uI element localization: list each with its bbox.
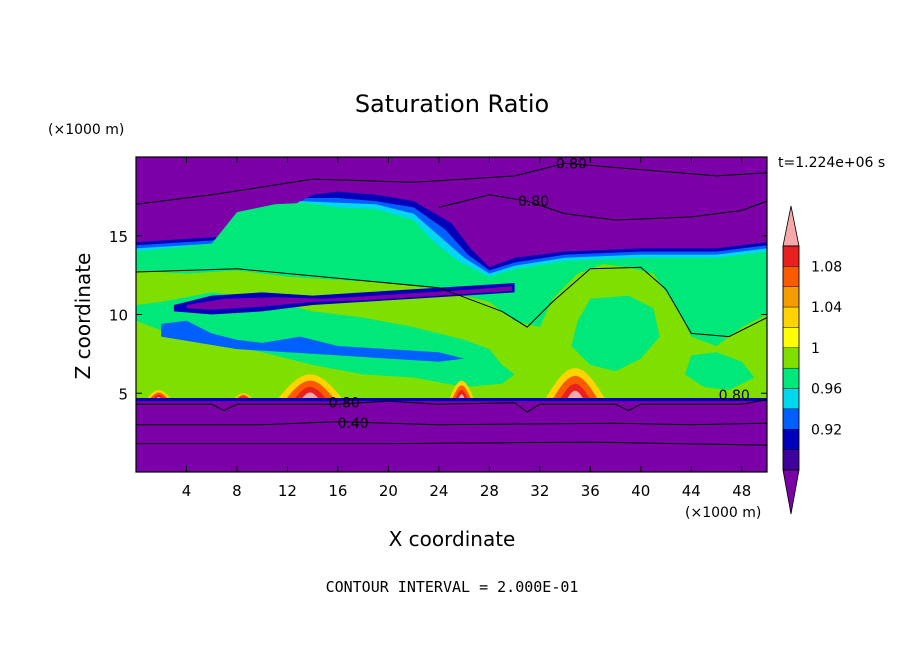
contour-line (136, 266, 767, 338)
colorbar-cell (782, 245, 800, 267)
colorbar-cell (782, 327, 800, 349)
surface-edge (136, 398, 767, 402)
y-tick-label: 5 (118, 385, 128, 403)
contour-label: 0.80 (719, 388, 750, 404)
x-tick-label: 28 (480, 482, 499, 500)
colorbar-cell (782, 449, 800, 471)
y-tick-label: 10 (109, 307, 128, 325)
blue-streak (161, 320, 465, 362)
green-pocket (571, 295, 660, 372)
x-tick-label: 8 (232, 482, 242, 500)
colorbar-label: 0.92 (811, 422, 842, 438)
colorbar-cell (782, 408, 800, 430)
colorbar-bottom-arrow (782, 469, 800, 515)
colorbar-label: 0.96 (811, 382, 842, 398)
contour-label: 0.40 (337, 416, 368, 432)
contour-line (136, 162, 767, 205)
colorbar-label: 1 (811, 341, 820, 357)
contour-interval-label: CONTOUR INTERVAL = 2.000E-01 (326, 578, 579, 596)
x-unit-label: (×1000 m) (685, 505, 761, 521)
colorbar-cell (782, 266, 800, 287)
warm-dome (301, 392, 320, 400)
dry-tongue (186, 286, 513, 310)
chart-title: Saturation Ratio (355, 90, 549, 118)
colorbar-top-arrow (782, 205, 800, 247)
x-tick-label: 44 (682, 482, 701, 500)
contour-label: 0.80 (556, 156, 587, 172)
warm-dome (566, 390, 584, 400)
plot-area: 0.800.800.800.400.80 4 8 12 16 20 24 28 32 36 40 4… (109, 156, 768, 500)
colorbar: 1.08 1.04 1 0.96 0.92 (782, 205, 842, 515)
contour-label: 0.80 (518, 194, 549, 210)
y-tick-label: 15 (109, 228, 128, 246)
colorbar-frame (782, 245, 800, 471)
colorbar-cell (782, 306, 800, 328)
green-pocket (136, 292, 515, 387)
x-tick-label: 40 (631, 482, 650, 500)
x-tick-label: 20 (379, 482, 398, 500)
time-label: t=1.224e+06 s (778, 155, 885, 171)
contour-line (136, 441, 767, 446)
x-tick-label: 36 (581, 482, 600, 500)
colorbar-cell (782, 429, 800, 450)
colorbar-cell (782, 286, 800, 308)
colorbar-label: 1.04 (811, 300, 842, 316)
x-tick-label: 12 (278, 482, 297, 500)
y-axis-label: Z coordinate (71, 253, 95, 380)
contour-line (438, 194, 767, 221)
colorbar-cell (782, 367, 800, 389)
x-tick-label: 32 (530, 482, 549, 500)
x-tick-label: 16 (328, 482, 347, 500)
contour-line (136, 399, 767, 413)
x-tick-label: 24 (429, 482, 448, 500)
contour-label: 0.80 (329, 396, 360, 412)
colorbar-label: 1.08 (811, 259, 842, 275)
lower-dry-region (136, 399, 767, 472)
colorbar-cell (782, 347, 800, 369)
y-unit-label: (×1000 m) (48, 122, 124, 138)
contour-line (136, 421, 767, 426)
green-pocket (685, 352, 755, 391)
x-tick-label: 48 (732, 482, 751, 500)
colorbar-cell (782, 388, 800, 410)
x-tick-label: 4 (182, 482, 192, 500)
x-axis-label: X coordinate (389, 527, 516, 551)
